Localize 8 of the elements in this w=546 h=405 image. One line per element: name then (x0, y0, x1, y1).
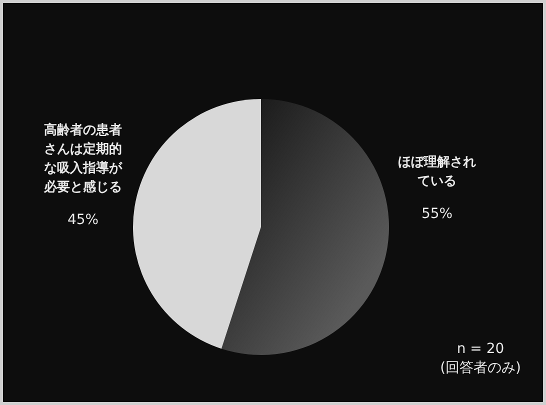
data-label: 55% (420, 205, 454, 224)
slice-label: 高齢者の患者さんは定期的な吸入指導が必要と感じる (44, 123, 122, 195)
pie-slice (133, 99, 261, 349)
text: n = 20 (456, 340, 506, 359)
pie-slice (221, 99, 389, 355)
slice-label: ほぼ理解されている (398, 155, 476, 189)
text: (回答者のみ) (440, 359, 521, 378)
data-label: 45% (66, 211, 100, 230)
